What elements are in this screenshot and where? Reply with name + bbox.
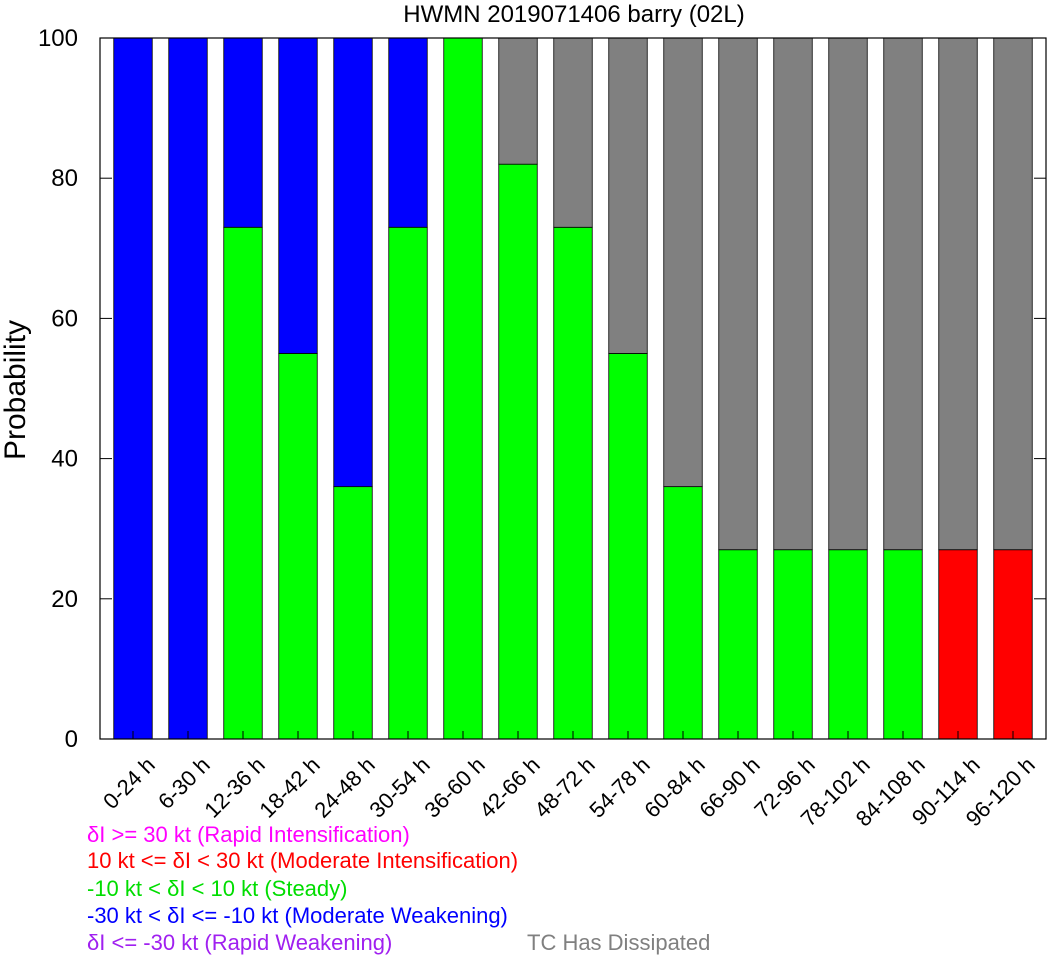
x-tick-label: 60-84 h [639, 752, 709, 822]
legend-moderate-intensification: 10 kt <= δI < 30 kt (Moderate Intensific… [87, 848, 519, 873]
bar-segment-60-84h-tc-has-dissipated [663, 37, 703, 488]
bar-segment-54-78h-steady [608, 353, 648, 740]
bar-segment-18-42h-moderate-weakening [278, 37, 318, 354]
bar-segment-0-24h-moderate-weakening [113, 37, 153, 740]
y-axis-label: Probability [0, 320, 32, 460]
bar-segment-66-90h-steady [718, 549, 758, 740]
legend-rapid-intensification: δI >= 30 kt (Rapid Intensification) [87, 822, 410, 847]
bar-segment-12-36h-steady [223, 226, 263, 740]
legend-dissipated: TC Has Dissipated [527, 930, 711, 955]
x-tick-label: 30-54 h [364, 752, 434, 822]
bar-segment-90-114h-moderate-intensification [938, 549, 978, 740]
bar-segment-30-54h-moderate-weakening [388, 37, 428, 228]
y-tick-label: 60 [51, 305, 78, 332]
x-tick-label: 42-66 h [474, 752, 544, 822]
y-tick-label: 0 [65, 726, 78, 753]
bar-segment-84-108h-tc-has-dissipated [883, 37, 923, 551]
bar-segment-66-90h-tc-has-dissipated [718, 37, 758, 551]
x-tick-label: 12-36 h [199, 752, 269, 822]
bar-segment-48-72h-steady [553, 226, 593, 740]
bar-segment-72-96h-steady [773, 549, 813, 740]
legend-steady: -10 kt < δI < 10 kt (Steady) [87, 876, 348, 901]
x-tick-label: 18-42 h [254, 752, 324, 822]
bar-segment-42-66h-steady [498, 163, 538, 740]
x-tick-label: 24-48 h [309, 752, 379, 822]
bar-segment-42-66h-tc-has-dissipated [498, 37, 538, 165]
legend-moderate-weakening: -30 kt < δI <= -10 kt (Moderate Weakenin… [87, 903, 508, 928]
plot-frame [99, 37, 1047, 740]
x-ticks-group: 0-24 h6-30 h12-36 h18-42 h24-48 h30-54 h… [98, 731, 1040, 831]
y-tick-label: 20 [51, 586, 78, 613]
bar-segment-24-48h-steady [333, 486, 373, 740]
bar-segment-24-48h-moderate-weakening [333, 37, 373, 488]
bar-segment-60-84h-steady [663, 486, 703, 740]
bar-segment-54-78h-tc-has-dissipated [608, 37, 648, 354]
bar-segment-78-102h-tc-has-dissipated [828, 37, 868, 551]
bar-segment-6-30h-moderate-weakening [168, 37, 208, 740]
bar-segment-30-54h-steady [388, 226, 428, 740]
x-tick-label: 36-60 h [419, 752, 489, 822]
bar-segment-18-42h-steady [278, 353, 318, 740]
y-ticks-group: 0 20 40 60 80 100 [38, 25, 1046, 753]
bar-segment-12-36h-moderate-weakening [223, 37, 263, 228]
bar-segment-90-114h-tc-has-dissipated [938, 37, 978, 551]
bar-segment-78-102h-steady [828, 549, 868, 740]
bar-segment-84-108h-steady [883, 549, 923, 740]
bars-group [113, 37, 1033, 740]
legend-rapid-weakening: δI <= -30 kt (Rapid Weakening) [87, 930, 393, 955]
bar-segment-96-120h-tc-has-dissipated [993, 37, 1033, 551]
y-tick-label: 100 [38, 25, 78, 52]
chart-title: HWMN 2019071406 barry (02L) [403, 1, 745, 28]
x-tick-label: 66-90 h [694, 752, 764, 822]
y-tick-label: 40 [51, 446, 78, 473]
bar-segment-96-120h-moderate-intensification [993, 549, 1033, 740]
bar-segment-48-72h-tc-has-dissipated [553, 37, 593, 228]
bar-segment-72-96h-tc-has-dissipated [773, 37, 813, 551]
bar-segment-36-60h-steady [443, 37, 483, 740]
x-tick-label: 0-24 h [98, 752, 160, 814]
x-tick-label: 54-78 h [584, 752, 654, 822]
x-tick-label: 48-72 h [529, 752, 599, 822]
y-tick-label: 80 [51, 165, 78, 192]
